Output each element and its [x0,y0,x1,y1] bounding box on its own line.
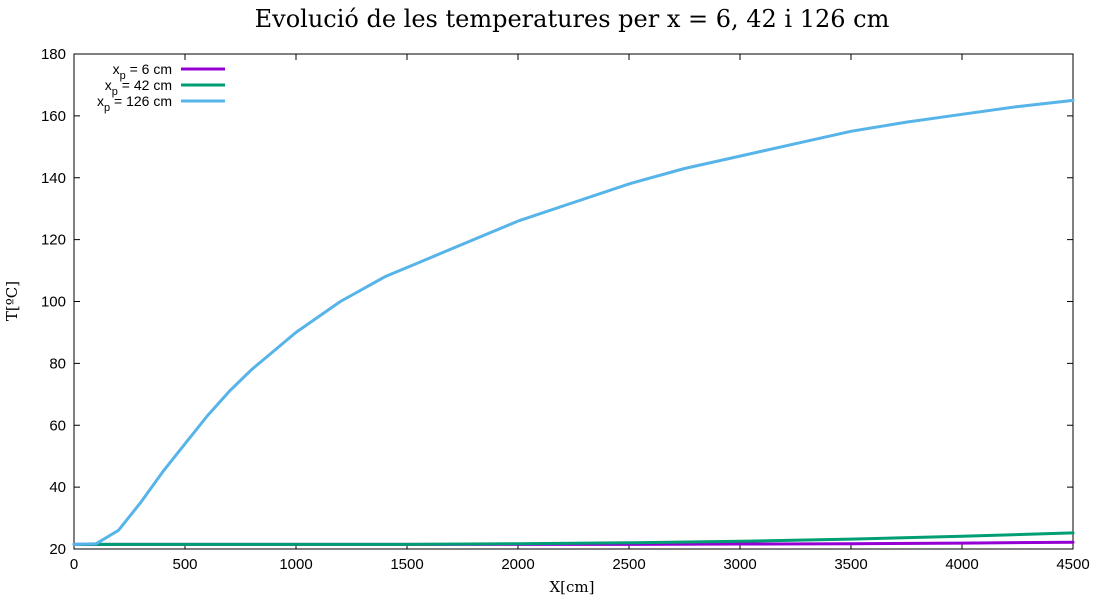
y-tick-label: 60 [49,417,66,434]
x-tick-label: 1500 [390,556,423,573]
y-tick-label: 160 [41,108,66,125]
legend-label-2: xp = 126 cm [97,93,172,114]
x-tick-label: 3500 [834,556,867,573]
series-group [72,98,1075,546]
y-tick-label: 20 [49,541,66,558]
x-axis-label: X[cm] [549,578,594,596]
axis-ticks: 0 500 1000 1500 2000 2500 3000 3500 4000 4500 20 40… [41,46,1090,573]
series-line-2 [72,98,1075,546]
y-tick-label: 40 [49,479,66,496]
legend-label-0: xp = 6 cm [113,61,172,82]
y-tick-label: 120 [41,232,66,249]
y-tick-label: 80 [49,355,66,372]
y-tick-label: 100 [41,294,66,311]
x-tick-label: 0 [70,556,78,573]
x-tick-label: 2500 [612,556,645,573]
y-axis-label: T[ºC] [3,281,21,321]
x-tick-label: 3000 [723,556,756,573]
series-line-1 [72,531,1075,546]
x-tick-label: 4500 [1056,556,1089,573]
chart-title: Evolució de les temperatures per x = 6, … [255,5,890,33]
x-tick-label: 2000 [501,556,534,573]
plot-frame [73,53,1074,550]
y-tick-label: 180 [41,46,66,63]
x-tick-label: 500 [172,556,197,573]
legend-label-1: xp = 42 cm [105,77,172,98]
y-tick-label: 140 [41,170,66,187]
x-tick-label: 1000 [279,556,312,573]
x-tick-label: 4000 [945,556,978,573]
